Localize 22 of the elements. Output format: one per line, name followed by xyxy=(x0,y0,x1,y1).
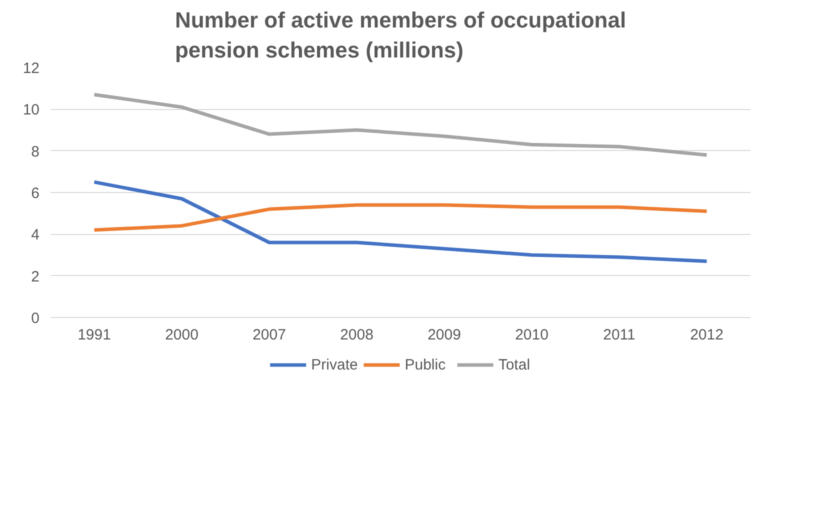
y-tick-label: 4 xyxy=(31,226,40,244)
line-series xyxy=(92,203,708,232)
x-tick-label: 2008 xyxy=(340,326,374,344)
legend-label: Total xyxy=(498,356,530,374)
x-tick-label: 2012 xyxy=(690,326,724,344)
legend-label: Private xyxy=(311,356,358,374)
chart-title: Number of active members of occupational pension schemes (millions) xyxy=(174,8,626,62)
y-tick-label: 2 xyxy=(31,268,40,286)
y-tick-label: 10 xyxy=(22,102,40,119)
x-tick-label: 2009 xyxy=(428,326,461,344)
y-tick-label: 12 xyxy=(22,60,40,77)
x-tick-label: 2000 xyxy=(165,326,198,344)
line-series xyxy=(92,180,708,263)
x-tick-label: 2011 xyxy=(603,326,636,344)
legend-label: Public xyxy=(404,356,446,374)
x-tick-label: 2007 xyxy=(252,326,286,344)
y-tick-label: 0 xyxy=(31,310,40,327)
x-tick-label: 2010 xyxy=(515,326,548,344)
y-tick-label: 8 xyxy=(31,143,40,160)
line-series xyxy=(92,92,708,157)
y-tick-label: 6 xyxy=(31,185,40,202)
x-tick-label: 1991 xyxy=(78,326,111,344)
